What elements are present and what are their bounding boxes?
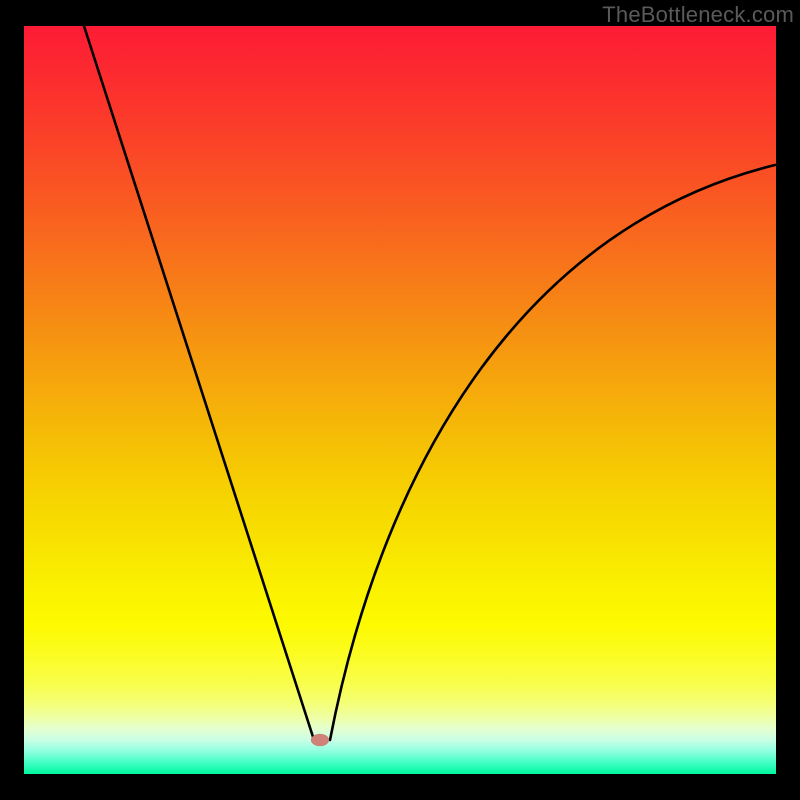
bottleneck-curve-chart <box>0 0 800 800</box>
watermark-text: TheBottleneck.com <box>602 2 794 28</box>
optimal-point-marker <box>311 734 329 746</box>
chart-container: TheBottleneck.com <box>0 0 800 800</box>
plot-background <box>24 26 776 774</box>
